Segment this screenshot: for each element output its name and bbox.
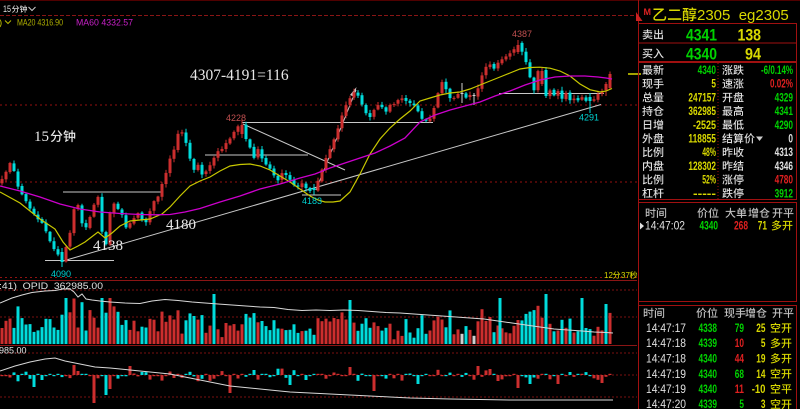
svg-text:14:47:18: 14:47:18 (646, 338, 686, 350)
svg-text:19: 19 (756, 354, 765, 366)
svg-text:14:47:19: 14:47:19 (646, 369, 686, 381)
svg-text:-10: -10 (752, 384, 766, 396)
svg-text:4340: 4340 (700, 221, 719, 233)
svg-text:0: 0 (788, 134, 793, 146)
svg-text:71: 71 (758, 221, 768, 233)
svg-text:14:47:20: 14:47:20 (646, 399, 686, 409)
svg-text:985.00: 985.00 (0, 346, 27, 356)
svg-text:4780: 4780 (775, 175, 793, 187)
svg-text:44: 44 (735, 354, 745, 366)
svg-text:4090: 4090 (51, 269, 71, 279)
svg-text:12: 12 (604, 271, 613, 280)
svg-text:247157: 247157 (688, 92, 716, 104)
svg-text:4339: 4339 (699, 399, 718, 409)
svg-text:4387: 4387 (512, 29, 532, 39)
svg-text:4307-4191=116: 4307-4191=116 (190, 67, 289, 84)
svg-text:0.02%: 0.02% (770, 79, 793, 91)
svg-text:MA20 4316.90: MA20 4316.90 (17, 18, 63, 28)
svg-text:4329: 4329 (775, 92, 793, 104)
svg-text:3: 3 (761, 399, 766, 409)
svg-text:4313: 4313 (775, 147, 793, 159)
svg-text:-----: ----- (693, 188, 716, 200)
svg-text:37: 37 (621, 271, 630, 280)
svg-text:-2525: -2525 (693, 120, 716, 132)
svg-text:4228: 4228 (226, 113, 246, 123)
svg-text:4290: 4290 (775, 120, 793, 132)
svg-text:15: 15 (3, 4, 11, 14)
svg-text:118855: 118855 (688, 134, 716, 146)
svg-text:11: 11 (735, 384, 745, 396)
svg-text:4341: 4341 (686, 26, 717, 45)
svg-text:138: 138 (738, 26, 762, 45)
svg-text:14:47:18: 14:47:18 (646, 354, 686, 366)
svg-text:4340: 4340 (698, 65, 716, 77)
svg-text:5: 5 (711, 79, 716, 91)
svg-text:MA60 4332.57: MA60 4332.57 (76, 18, 133, 28)
svg-text:4340: 4340 (699, 354, 718, 366)
svg-text:4180: 4180 (166, 217, 196, 233)
svg-text:3912: 3912 (775, 188, 793, 200)
svg-text:): ) (0, 18, 2, 29)
svg-text:268: 268 (734, 221, 748, 233)
svg-text:4291: 4291 (579, 113, 599, 123)
svg-text:2305 eg2305: 2305 eg2305 (697, 7, 789, 24)
svg-text:14: 14 (756, 369, 766, 381)
svg-text:14:47:19: 14:47:19 (646, 384, 686, 396)
svg-text:4340: 4340 (686, 45, 717, 64)
svg-text:4340: 4340 (699, 384, 718, 396)
svg-text:4339: 4339 (699, 338, 718, 350)
svg-text:128302: 128302 (688, 161, 716, 173)
svg-text:4340: 4340 (699, 369, 718, 381)
svg-text:25: 25 (756, 323, 766, 335)
svg-text:5: 5 (761, 338, 766, 350)
svg-text:4341: 4341 (775, 106, 794, 118)
svg-text:5: 5 (739, 399, 744, 409)
svg-text:15: 15 (34, 129, 49, 145)
svg-text::41) OPID 362985.00: :41) OPID 362985.00 (0, 281, 103, 291)
svg-text:4138: 4138 (93, 238, 123, 254)
svg-text:4346: 4346 (775, 161, 793, 173)
svg-text:-6/0.14%: -6/0.14% (761, 65, 793, 77)
svg-text:10: 10 (735, 338, 744, 350)
svg-text:14:47:02: 14:47:02 (645, 221, 685, 233)
svg-text:94: 94 (745, 45, 761, 64)
svg-text:48%: 48% (702, 147, 716, 159)
svg-text:4183: 4183 (302, 196, 322, 206)
svg-text:14:47:17: 14:47:17 (646, 323, 686, 335)
svg-text:4338: 4338 (699, 323, 718, 335)
svg-text:52%: 52% (702, 175, 716, 187)
svg-text:68: 68 (735, 369, 745, 381)
svg-text:362985: 362985 (688, 106, 716, 118)
svg-text:M: M (644, 7, 652, 17)
svg-text:79: 79 (735, 323, 744, 335)
